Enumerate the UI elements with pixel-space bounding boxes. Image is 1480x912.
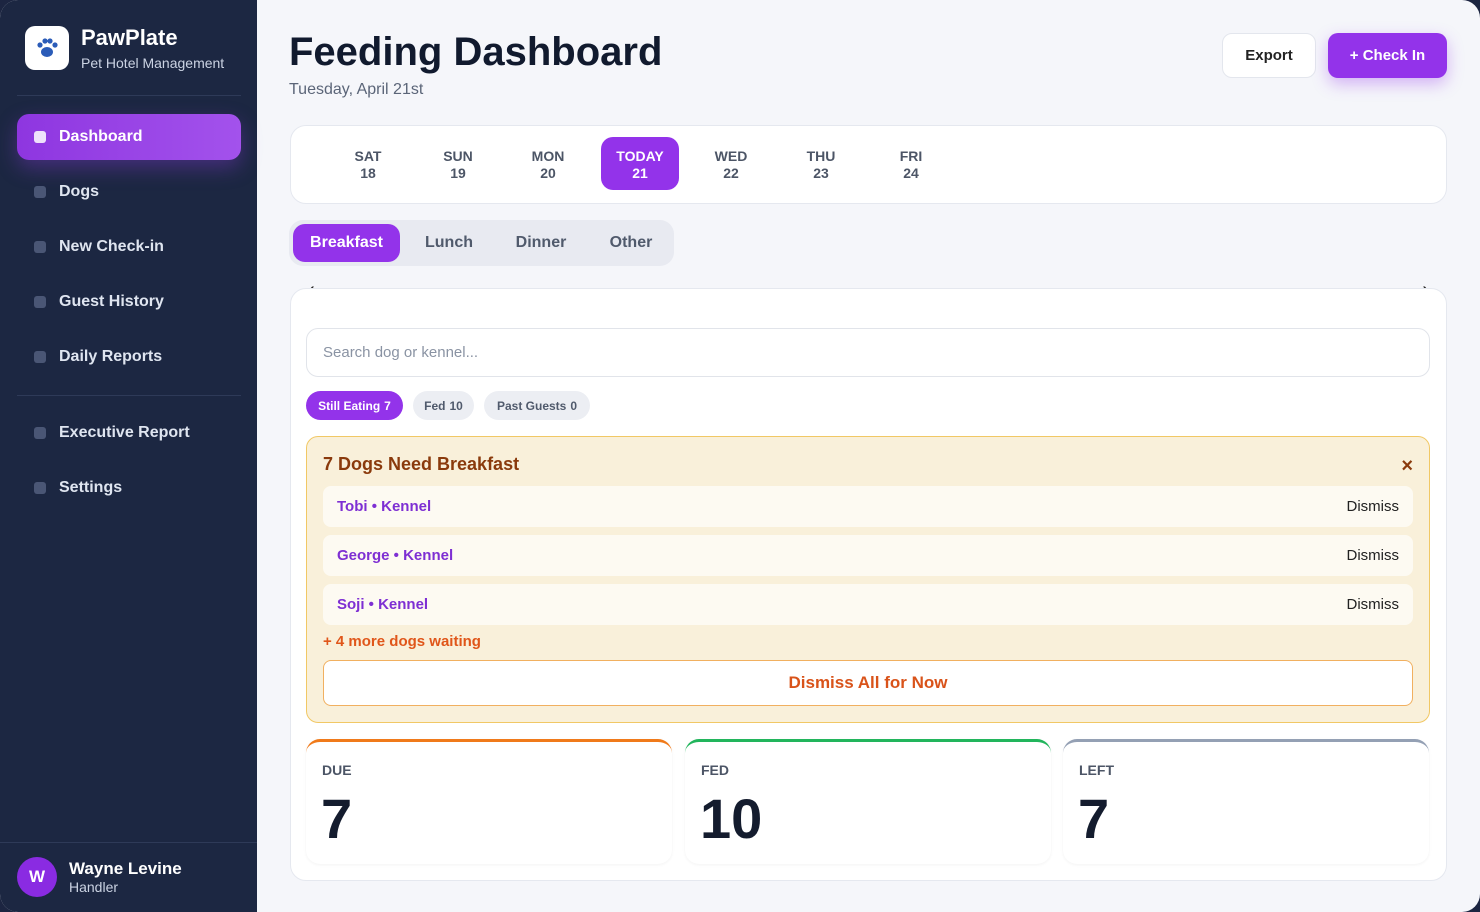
tagline: Pet Hotel Management — [81, 55, 225, 71]
nav-item[interactable]: Dogs — [17, 169, 241, 215]
stat-label: LEFT — [1079, 762, 1114, 778]
day-number: 22 — [723, 165, 739, 181]
stat-value: 7 — [1078, 787, 1110, 850]
dismiss-all-button[interactable]: Dismiss All for Now — [323, 660, 1413, 706]
stat-label: FED — [701, 762, 729, 778]
stat-card: FED 10 — [685, 739, 1051, 864]
divider — [17, 395, 241, 396]
paw-icon — [37, 38, 58, 57]
day-button[interactable]: THU 23 — [782, 137, 860, 190]
day-number: 20 — [540, 165, 556, 181]
logo — [25, 26, 69, 70]
stat-value: 7 — [321, 787, 353, 850]
day-number: 24 — [903, 165, 919, 181]
dog-name[interactable]: George • Kennel — [337, 547, 454, 564]
export-button[interactable]: Export — [1222, 33, 1316, 78]
filter-label: Still Eating — [318, 398, 381, 413]
dismiss-button[interactable]: Dismiss — [1346, 596, 1400, 613]
dog-name[interactable]: Tobi • Kennel — [337, 498, 432, 515]
day-name: MON — [531, 148, 565, 164]
stat-value: 10 — [700, 787, 763, 850]
divider — [0, 842, 257, 843]
day-name: WED — [714, 148, 748, 164]
day-number: 23 — [813, 165, 829, 181]
day-number: 19 — [450, 165, 466, 181]
filter-count: 0 — [570, 398, 578, 413]
day-name: FRI — [899, 148, 923, 164]
day-name: THU — [806, 148, 836, 164]
meal-tab[interactable]: Lunch — [425, 234, 473, 251]
close-button[interactable]: × — [1401, 455, 1413, 477]
nav-item[interactable]: Daily Reports — [17, 334, 241, 380]
dog-row: Tobi • Kennel Dismiss — [323, 486, 1413, 527]
divider — [17, 95, 241, 96]
filter-chip[interactable]: Past Guests 0 — [484, 391, 590, 420]
alert: 7 Dogs Need Breakfast × + 4 more dogs wa… — [306, 436, 1430, 723]
day-button[interactable]: SAT 18 — [329, 137, 407, 190]
stat-label: DUE — [322, 762, 352, 778]
filter-label: Fed — [424, 398, 446, 413]
stat-card: DUE 7 — [306, 739, 672, 864]
day-button[interactable]: MON 20 — [509, 137, 587, 190]
sidebar: PawPlate Pet Hotel Management W Wayne Le… — [0, 0, 257, 912]
meal-tabs: Breakfast Lunch Dinner Other — [289, 220, 674, 266]
filter-chip[interactable]: Still Eating 7 — [306, 391, 403, 420]
user-role: Handler — [69, 879, 119, 895]
nav-item[interactable]: Settings — [17, 465, 241, 511]
dog-row: Soji • Kennel Dismiss — [323, 584, 1413, 625]
nav-item[interactable]: Guest History — [17, 279, 241, 325]
dismiss-button[interactable]: Dismiss — [1346, 498, 1400, 515]
day-button[interactable]: WED 22 — [692, 137, 770, 190]
meal-tab[interactable]: Dinner — [515, 234, 567, 251]
user-name: Wayne Levine — [69, 859, 182, 878]
more-dogs[interactable]: + 4 more dogs waiting — [323, 633, 481, 650]
filter-count: 10 — [449, 398, 463, 413]
day-name: SUN — [443, 148, 473, 164]
brand: PawPlate — [81, 25, 178, 50]
nav-item[interactable]: Dashboard — [17, 114, 241, 160]
page-title: Feeding Dashboard — [289, 30, 663, 74]
check-in-button[interactable]: + Check In — [1328, 33, 1447, 78]
dog-name[interactable]: Soji • Kennel — [337, 596, 429, 613]
meal-tab[interactable]: Other — [609, 234, 653, 251]
day-number: 21 — [632, 165, 648, 181]
nav-item[interactable]: New Check-in — [17, 224, 241, 270]
nav-item[interactable]: Executive Report — [17, 410, 241, 456]
avatar[interactable]: W — [17, 857, 57, 897]
day-button[interactable]: SUN 19 — [419, 137, 497, 190]
day-button[interactable]: FRI 24 — [872, 137, 950, 190]
meal-tab[interactable]: Breakfast — [293, 224, 400, 262]
dismiss-button[interactable]: Dismiss — [1346, 547, 1400, 564]
date: Tuesday, April 21st — [289, 81, 424, 98]
day-name: TODAY — [616, 148, 664, 164]
alert-title: 7 Dogs Need Breakfast — [323, 454, 520, 474]
day-number: 18 — [360, 165, 376, 181]
search-input[interactable]: Search dog or kennel... — [306, 328, 1430, 377]
day-name: SAT — [354, 148, 382, 164]
stat-card: LEFT 7 — [1063, 739, 1429, 864]
day-button[interactable]: TODAY 21 — [601, 137, 679, 190]
filter-count: 7 — [384, 398, 391, 413]
filter-label: Past Guests — [496, 398, 567, 413]
dog-row: George • Kennel Dismiss — [323, 535, 1413, 576]
filter-chip[interactable]: Fed 10 — [413, 391, 474, 420]
